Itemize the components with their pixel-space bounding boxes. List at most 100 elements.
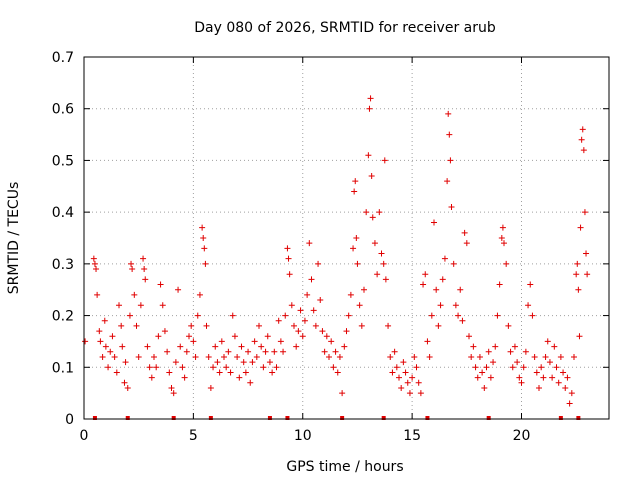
data-point [179,364,186,371]
y-tick-label: 0.6 [52,102,74,118]
data-point [256,322,262,329]
data-point [144,343,151,350]
data-point [196,291,203,298]
data-point [444,178,451,185]
data-point [347,291,354,298]
data-point [199,224,206,231]
data-point [437,302,444,309]
data-point [264,333,271,340]
data-point [194,312,201,319]
data-point [200,235,207,241]
data-point [229,312,236,319]
y-tick-label: 0.2 [52,309,74,325]
data-point [151,353,157,360]
data-point [102,343,109,350]
data-point [476,353,483,360]
data-point [343,328,350,335]
axis-marker [208,416,213,420]
data-point [306,240,313,247]
data-point [381,157,388,164]
data-point [583,250,590,257]
data-point [536,384,542,391]
y-tick-label: 0.3 [52,257,74,273]
data-point [240,359,247,366]
y-tick-label: 0.5 [52,153,74,169]
data-point [131,291,138,298]
data-point [568,390,575,397]
data-point [485,348,492,355]
data-point [420,281,427,288]
data-point [368,172,375,179]
data-point [286,271,293,278]
data-point [540,374,547,381]
data-point [299,333,306,340]
data-point [417,390,424,397]
data-point [422,271,429,278]
data-point [119,343,126,350]
data-point [242,369,249,376]
data-point [350,245,357,252]
data-point [466,333,472,340]
data-point [441,255,448,262]
data-point [352,178,359,185]
data-point [525,302,532,309]
data-point [406,390,413,397]
data-point [109,333,116,340]
data-point [170,390,177,397]
axis-marker [340,416,345,420]
data-point [380,260,387,267]
data-point [280,348,287,355]
data-point [262,348,269,355]
data-point [557,353,564,360]
data-point [166,369,173,376]
data-point [455,312,462,319]
data-point [205,353,212,360]
data-point [159,302,166,309]
axis-ticks [83,56,609,420]
data-point [201,245,208,252]
data-point [374,271,381,278]
data-point [227,369,234,376]
data-point [549,374,556,381]
data-point [218,338,225,345]
data-point [367,95,374,102]
data-point [126,312,133,319]
data-point [481,384,488,391]
data-point [121,379,128,386]
data-point [529,312,536,319]
data-point [269,369,276,376]
data-point [551,343,558,350]
data-point [527,281,534,288]
data-point [564,374,571,381]
data-point [236,374,243,381]
data-point [223,364,230,371]
data-point [509,364,516,371]
data-point [544,338,551,345]
data-point [251,338,258,345]
data-point [542,353,549,360]
x-tick-label: 10 [294,428,312,444]
data-point [295,328,302,335]
data-point [129,266,136,273]
data-point [168,384,175,391]
data-point [353,235,360,241]
data-point [577,224,584,231]
data-point [148,374,155,381]
data-point [128,260,135,267]
data-point [503,260,510,267]
x-tick-label: 20 [513,428,531,444]
data-point [203,322,210,329]
data-point [308,276,315,283]
data-point [90,255,97,262]
data-points [82,95,591,407]
data-point [520,364,527,371]
data-point [97,338,104,345]
data-point [113,369,120,376]
data-point [533,369,540,376]
data-point [277,338,284,345]
data-point [468,353,475,360]
chart-title: Day 080 of 2026, SRMTID for receiver aru… [194,20,496,36]
data-point [315,260,322,267]
data-point [409,374,416,381]
data-point [249,359,256,366]
